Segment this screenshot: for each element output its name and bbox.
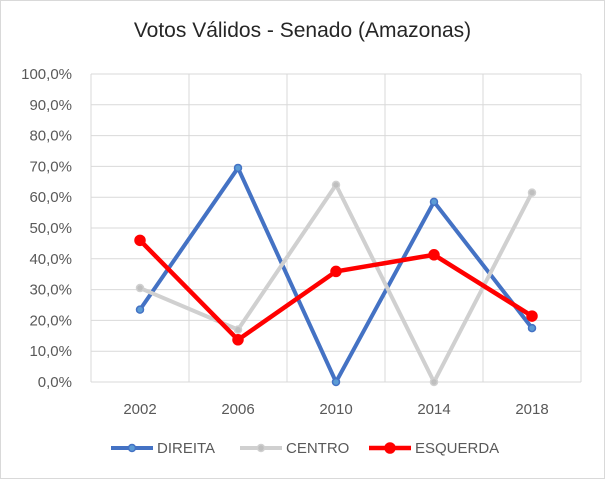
y-tick-label: 10,0%: [29, 343, 72, 360]
legend-label-centro: CENTRO: [286, 440, 349, 457]
legend-marker-esquerda: [384, 442, 396, 454]
x-tick-label: 2002: [123, 401, 156, 418]
data-point-direita: [429, 197, 439, 207]
data-point-centro: [331, 180, 341, 190]
y-tick-label: 90,0%: [29, 97, 72, 114]
data-point-centro: [233, 325, 243, 334]
data-point-centro: [527, 188, 537, 197]
y-tick-label: 100,0%: [21, 66, 72, 83]
data-point-esquerda: [526, 310, 538, 322]
legend-marker-direita: [127, 443, 137, 453]
legend-label-esquerda: ESQUERDA: [415, 440, 499, 457]
legend-marker-centro: [256, 443, 266, 453]
y-tick-label: 50,0%: [29, 220, 72, 237]
data-point-direita: [135, 305, 145, 314]
data-point-direita: [527, 323, 537, 333]
chart-title: Votos Válidos - Senado (Amazonas): [133, 19, 472, 42]
data-point-direita: [331, 377, 341, 387]
legend-label-direita: DIREITA: [157, 440, 215, 457]
data-point-esquerda: [428, 249, 440, 261]
y-tick-label: 40,0%: [29, 251, 72, 268]
x-tick-label: 2018: [515, 401, 548, 418]
data-point-direita: [233, 163, 243, 173]
data-point-centro: [429, 377, 439, 387]
y-tick-label: 60,0%: [29, 189, 72, 206]
y-tick-label: 0,0%: [38, 374, 72, 391]
data-point-esquerda: [232, 334, 244, 346]
data-point-esquerda: [330, 265, 342, 278]
data-point-esquerda: [134, 234, 146, 247]
y-tick-label: 80,0%: [29, 128, 72, 145]
series-line-centro: [138, 182, 534, 384]
x-tick-label: 2014: [417, 401, 450, 418]
y-tick-label: 20,0%: [29, 312, 72, 329]
y-tick-label: 70,0%: [29, 158, 72, 175]
data-point-centro: [135, 283, 145, 293]
x-tick-label: 2006: [221, 401, 254, 418]
y-tick-label: 30,0%: [29, 282, 72, 299]
x-tick-label: 2010: [319, 401, 352, 418]
